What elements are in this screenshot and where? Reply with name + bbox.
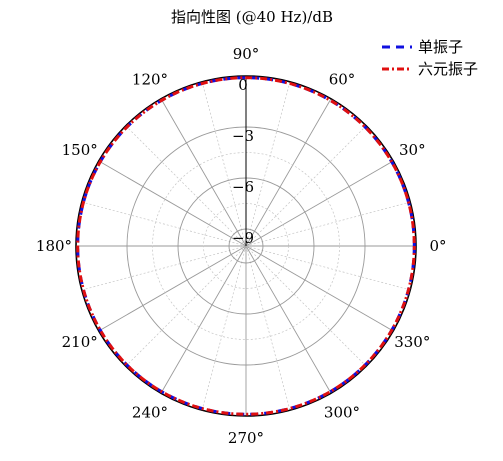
angle-gridline xyxy=(125,125,247,247)
grid-layer xyxy=(75,75,417,417)
angle-gridline xyxy=(98,160,247,247)
angle-gridline xyxy=(245,201,411,247)
angle-tick-label: 60° xyxy=(329,71,356,89)
angle-gridline xyxy=(245,81,291,247)
angle-gridline xyxy=(125,245,247,367)
angle-tick-label: 210° xyxy=(62,333,98,351)
angle-gridline xyxy=(245,160,394,247)
angle-gridline xyxy=(245,125,367,247)
angle-tick-label: 270° xyxy=(228,429,264,447)
legend-label-single-element: 单振子 xyxy=(418,38,463,56)
angle-tick-label: 30° xyxy=(399,141,426,159)
angle-gridline xyxy=(245,98,332,247)
angle-gridline xyxy=(245,245,291,411)
radial-tick-label: −3 xyxy=(232,127,254,145)
chart-title: 指向性图 (@40 Hz)/dB xyxy=(171,8,333,26)
legend: 单振子 六元振子 xyxy=(382,38,478,78)
angle-gridline xyxy=(245,245,332,394)
angle-gridline xyxy=(160,245,247,394)
angle-gridline xyxy=(81,201,247,247)
angle-gridline xyxy=(245,245,394,332)
angle-tick-label: 180° xyxy=(36,237,72,255)
label-layer: 0 −3 −6 −9 0° 30° 60° 90° 120° 150° 180° 210° 240° 27… xyxy=(36,45,447,447)
angle-gridline xyxy=(160,98,247,247)
angle-tick-label: 120° xyxy=(132,71,168,89)
legend-label-six-element: 六元振子 xyxy=(418,60,478,78)
radial-tick-label: 0 xyxy=(238,76,248,94)
radial-tick-label: −6 xyxy=(232,178,254,196)
series-line-1 xyxy=(76,76,416,416)
outer-boundary xyxy=(75,75,417,417)
series-layer xyxy=(76,76,416,416)
radial-tick-label: −9 xyxy=(232,229,254,247)
angle-gridline xyxy=(201,81,247,247)
angle-tick-label: 240° xyxy=(132,403,168,421)
angle-gridline xyxy=(245,245,367,367)
angle-gridline xyxy=(98,245,247,332)
angle-tick-label: 150° xyxy=(62,141,98,159)
angle-tick-label: 0° xyxy=(429,237,446,255)
radial-minor-gridline xyxy=(203,203,289,289)
angle-tick-label: 300° xyxy=(324,403,360,421)
radial-minor-gridline xyxy=(152,152,340,340)
angle-tick-label: 330° xyxy=(394,333,430,351)
angle-gridline xyxy=(81,245,247,291)
angle-gridline xyxy=(201,245,247,411)
angle-gridline xyxy=(245,245,411,291)
angle-tick-label: 90° xyxy=(233,45,260,63)
